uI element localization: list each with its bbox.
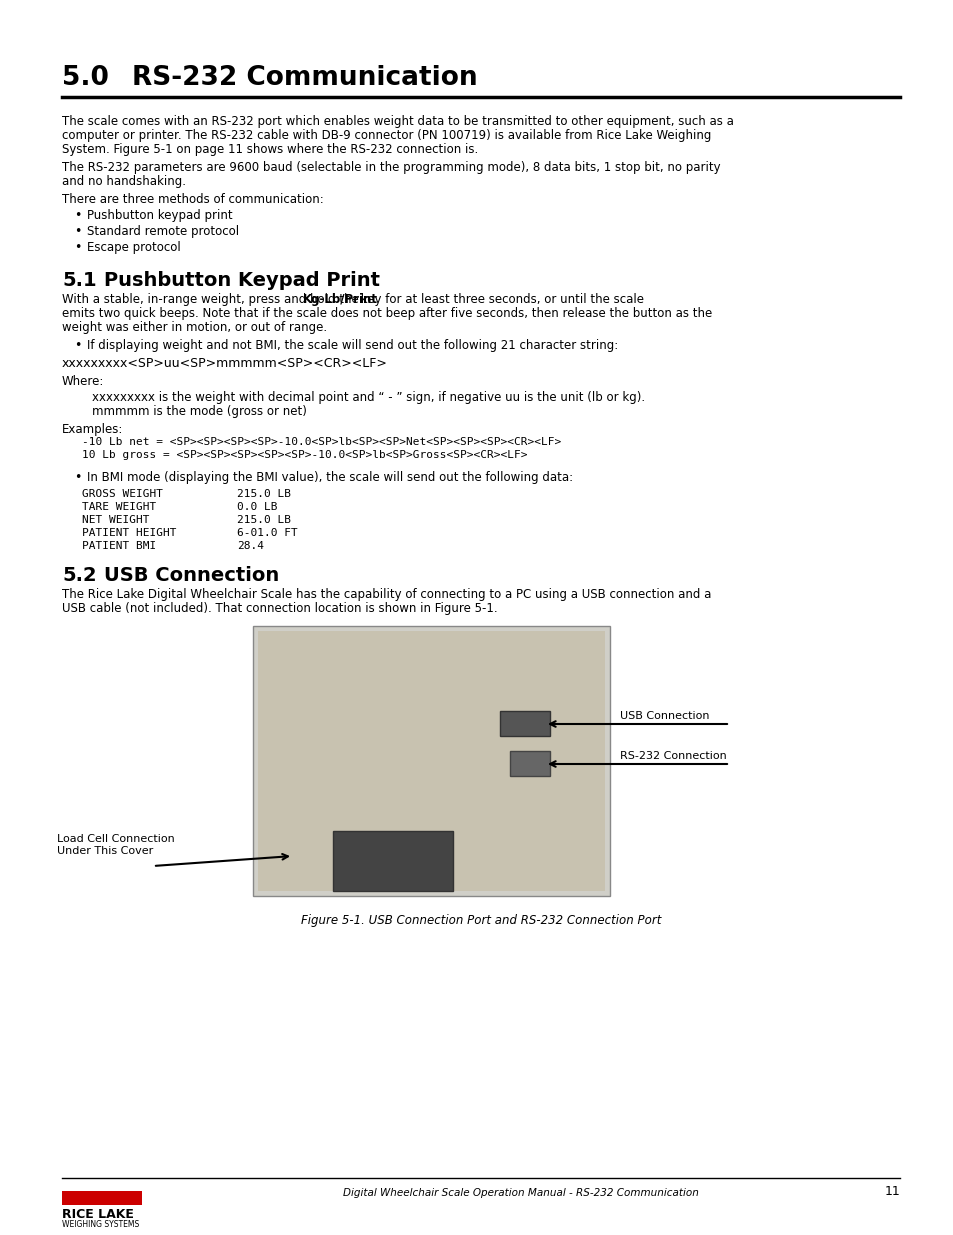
Text: NET WEIGHT: NET WEIGHT xyxy=(82,515,150,525)
Text: There are three methods of communication:: There are three methods of communication… xyxy=(62,193,323,206)
Text: System. Figure 5-1 on page 11 shows where the RS-232 connection is.: System. Figure 5-1 on page 11 shows wher… xyxy=(62,143,477,156)
Text: USB Connection: USB Connection xyxy=(104,566,279,585)
Text: 10 Lb gross = <SP><SP><SP><SP><SP>-10.0<SP>lb<SP>Gross<SP><CR><LF>: 10 Lb gross = <SP><SP><SP><SP><SP>-10.0<… xyxy=(82,450,527,459)
Text: GROSS WEIGHT: GROSS WEIGHT xyxy=(82,489,163,499)
Text: xxxxxxxxx is the weight with decimal point and “ - ” sign, if negative uu is the: xxxxxxxxx is the weight with decimal poi… xyxy=(91,391,644,404)
Text: RS-232 Connection: RS-232 Connection xyxy=(619,751,726,761)
Text: WEIGHING SYSTEMS: WEIGHING SYSTEMS xyxy=(62,1220,139,1229)
Text: RS-232 Communication: RS-232 Communication xyxy=(132,65,477,91)
Text: PATIENT HEIGHT: PATIENT HEIGHT xyxy=(82,529,176,538)
Bar xyxy=(257,631,604,890)
Text: If displaying weight and not BMI, the scale will send out the following 21 chara: If displaying weight and not BMI, the sc… xyxy=(87,338,618,352)
Text: TARE WEIGHT: TARE WEIGHT xyxy=(82,501,156,513)
Text: Digital Wheelchair Scale Operation Manual - RS-232 Communication: Digital Wheelchair Scale Operation Manua… xyxy=(343,1188,699,1198)
Text: 28.4: 28.4 xyxy=(236,541,264,551)
Text: Examples:: Examples: xyxy=(62,424,123,436)
Text: and no handshaking.: and no handshaking. xyxy=(62,175,186,188)
Text: USB Connection: USB Connection xyxy=(619,711,709,721)
Text: Escape protocol: Escape protocol xyxy=(87,241,180,254)
Text: USB cable (not included). That connection location is shown in Figure 5-1.: USB cable (not included). That connectio… xyxy=(62,601,497,615)
Bar xyxy=(62,1191,142,1205)
Text: 11: 11 xyxy=(883,1186,899,1198)
Bar xyxy=(499,711,550,736)
Text: Load Cell Connection
Under This Cover: Load Cell Connection Under This Cover xyxy=(57,835,174,856)
Text: •: • xyxy=(74,209,81,222)
Text: 5.2: 5.2 xyxy=(62,566,96,585)
Text: The RS-232 parameters are 9600 baud (selectable in the programming mode), 8 data: The RS-232 parameters are 9600 baud (sel… xyxy=(62,161,720,174)
Text: xxxxxxxxx<SP>uu<SP>mmmmm<SP><CR><LF>: xxxxxxxxx<SP>uu<SP>mmmmm<SP><CR><LF> xyxy=(62,357,388,370)
Text: computer or printer. The RS-232 cable with DB-9 connector (PN 100719) is availab: computer or printer. The RS-232 cable wi… xyxy=(62,128,711,142)
Text: Kg-Lb/Print: Kg-Lb/Print xyxy=(302,293,377,306)
Text: 0.0 LB: 0.0 LB xyxy=(236,501,277,513)
Text: 5.0: 5.0 xyxy=(62,65,109,91)
Text: key for at least three seconds, or until the scale: key for at least three seconds, or until… xyxy=(356,293,643,306)
Bar xyxy=(253,626,609,897)
Text: Where:: Where: xyxy=(62,375,104,388)
Text: •: • xyxy=(74,241,81,254)
Text: Pushbutton Keypad Print: Pushbutton Keypad Print xyxy=(104,270,379,290)
Text: •: • xyxy=(74,225,81,238)
Text: weight was either in motion, or out of range.: weight was either in motion, or out of r… xyxy=(62,321,327,333)
Text: PATIENT BMI: PATIENT BMI xyxy=(82,541,156,551)
Text: The scale comes with an RS-232 port which enables weight data to be transmitted : The scale comes with an RS-232 port whic… xyxy=(62,115,733,128)
Text: RICE LAKE: RICE LAKE xyxy=(62,1208,133,1221)
Text: emits two quick beeps. Note that if the scale does not beep after five seconds, : emits two quick beeps. Note that if the … xyxy=(62,308,712,320)
Text: Pushbutton keypad print: Pushbutton keypad print xyxy=(87,209,233,222)
Text: In BMI mode (displaying the BMI value), the scale will send out the following da: In BMI mode (displaying the BMI value), … xyxy=(87,471,573,484)
Text: The Rice Lake Digital Wheelchair Scale has the capability of connecting to a PC : The Rice Lake Digital Wheelchair Scale h… xyxy=(62,588,711,601)
Text: With a stable, in-range weight, press and hold the: With a stable, in-range weight, press an… xyxy=(62,293,362,306)
Text: 215.0 LB: 215.0 LB xyxy=(236,489,291,499)
Bar xyxy=(510,751,550,776)
Text: 5.1: 5.1 xyxy=(62,270,96,290)
Text: •: • xyxy=(74,471,81,484)
Text: -10 Lb net = <SP><SP><SP><SP>-10.0<SP>lb<SP><SP>Net<SP><SP><SP><CR><LF>: -10 Lb net = <SP><SP><SP><SP>-10.0<SP>lb… xyxy=(82,437,560,447)
Text: 6-01.0 FT: 6-01.0 FT xyxy=(236,529,297,538)
Text: Standard remote protocol: Standard remote protocol xyxy=(87,225,239,238)
Text: Figure 5-1. USB Connection Port and RS-232 Connection Port: Figure 5-1. USB Connection Port and RS-2… xyxy=(300,914,660,927)
Text: •: • xyxy=(74,338,81,352)
Text: mmmmm is the mode (gross or net): mmmmm is the mode (gross or net) xyxy=(91,405,307,417)
Text: 215.0 LB: 215.0 LB xyxy=(236,515,291,525)
Bar xyxy=(333,831,453,890)
